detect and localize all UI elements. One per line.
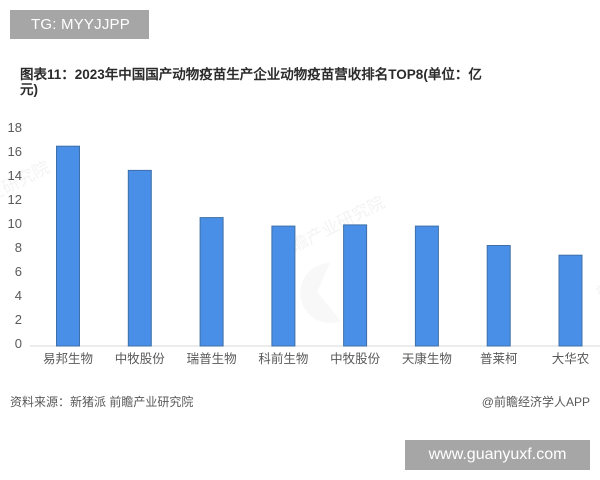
svg-text:中牧股份: 中牧股份 xyxy=(115,351,166,366)
svg-text:4: 4 xyxy=(15,288,22,303)
svg-text:中牧股份: 中牧股份 xyxy=(330,351,381,366)
svg-text:大华农: 大华农 xyxy=(552,351,590,366)
svg-text:12: 12 xyxy=(8,192,22,207)
svg-text:8: 8 xyxy=(15,240,22,255)
svg-text:6: 6 xyxy=(15,264,22,279)
svg-text:2: 2 xyxy=(15,312,22,327)
svg-text:0: 0 xyxy=(15,336,22,351)
svg-text:天康生物: 天康生物 xyxy=(402,351,452,366)
svg-text:16: 16 xyxy=(8,144,22,159)
svg-text:易邦生物: 易邦生物 xyxy=(43,352,93,366)
svg-text:普莱柯: 普莱柯 xyxy=(480,352,518,366)
svg-text:瑞普生物: 瑞普生物 xyxy=(187,352,237,366)
svg-text:科前生物: 科前生物 xyxy=(258,351,308,366)
svg-text:14: 14 xyxy=(8,168,22,183)
svg-text:10: 10 xyxy=(8,216,22,231)
svg-text:18: 18 xyxy=(8,120,22,135)
